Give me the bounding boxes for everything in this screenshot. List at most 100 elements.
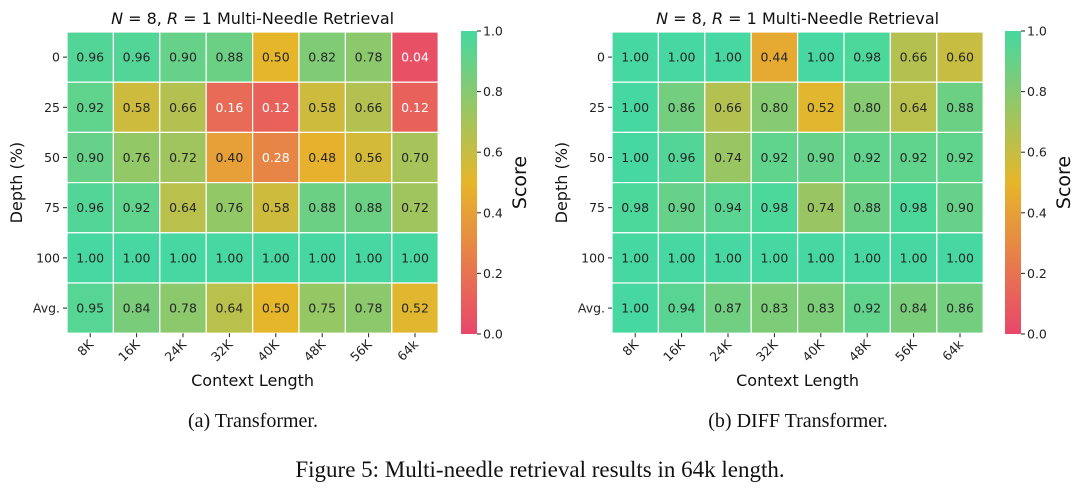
cell-value-label: 0.90 (807, 150, 835, 165)
heatmap-cell (391, 81, 439, 133)
heatmap-cell (252, 282, 300, 334)
colorbar-tick-label: 1.0 (483, 24, 503, 39)
heatmap-panel-b: N = 8, R = 1 Multi-Needle Retrieval 1.00 1… (552, 9, 1075, 432)
x-tick-label: 64k (394, 336, 422, 364)
cell-value-label: 0.86 (946, 301, 974, 316)
cell-value-label: 0.88 (215, 50, 243, 65)
cell-value-label: 0.90 (668, 200, 696, 215)
cell-value-label: 0.58 (123, 100, 151, 115)
cell-value-label: 0.90 (76, 150, 104, 165)
y-tick-label: 25 (589, 100, 605, 115)
heatmap-cell (611, 131, 660, 184)
cell-value-label: 1.00 (621, 100, 649, 115)
heatmap-cell (344, 182, 393, 234)
heatmap-cell (750, 131, 799, 184)
heatmap-cell (796, 282, 845, 334)
cell-value-label: 0.88 (308, 200, 336, 215)
chart-title: N = 8, R = 1 Multi-Needle Retrieval (656, 9, 939, 28)
cell-value-label: 0.50 (262, 50, 290, 65)
chart-title: N = 8, R = 1 Multi-Needle Retrieval (111, 9, 394, 28)
colorbar (1005, 31, 1021, 334)
heatmap-cell (889, 31, 938, 83)
y-axis-label: Depth (%) (7, 142, 26, 224)
cell-value-label: 0.92 (946, 150, 974, 165)
x-tick-label: 32K (753, 336, 781, 364)
y-tick-label: 50 (44, 150, 60, 165)
heatmap-cell (936, 81, 984, 133)
colorbar-tick-label: 0.4 (1027, 205, 1047, 220)
cell-value-label: 0.74 (807, 200, 835, 215)
cell-value-label: 0.98 (853, 50, 881, 65)
cell-value-label: 0.88 (355, 200, 383, 215)
cell-value-label: 0.78 (355, 301, 383, 316)
cell-value-label: 0.98 (900, 200, 928, 215)
x-tick-label: 48K (846, 336, 874, 364)
heatmap-cell (252, 131, 300, 184)
cell-value-label: 1.00 (807, 250, 835, 265)
heatmap-cell (936, 31, 984, 83)
x-tick-label: 40K (254, 336, 282, 364)
cell-value-label: 1.00 (401, 250, 429, 265)
heatmap-cell (889, 81, 938, 133)
cell-value-label: 0.70 (401, 150, 429, 165)
heatmap-cell (205, 81, 254, 133)
heatmap-cell (843, 182, 892, 234)
heatmap-cell (657, 81, 706, 133)
colorbar-label: Score (509, 156, 531, 209)
cell-value-label: 0.96 (76, 200, 104, 215)
heatmap-cell (796, 31, 845, 83)
heatmap-cell (159, 131, 207, 184)
cell-value-label: 0.16 (215, 100, 243, 115)
heatmap-cell (252, 232, 300, 284)
heatmap-cell (750, 182, 799, 234)
heatmap-cell (704, 182, 752, 234)
subfigure-caption: (a) Transformer. (188, 410, 318, 432)
cell-value-label: 1.00 (123, 250, 151, 265)
cell-value-label: 0.88 (853, 200, 881, 215)
cell-value-label: 1.00 (900, 250, 928, 265)
cell-value-label: 0.58 (262, 200, 290, 215)
cell-value-label: 0.66 (900, 50, 928, 65)
x-tick-label: 40K (799, 336, 827, 364)
cell-value-label: 0.76 (123, 150, 151, 165)
cell-value-label: 1.00 (621, 301, 649, 316)
y-tick-label: 0 (52, 50, 60, 65)
cell-value-label: 0.92 (76, 100, 104, 115)
heatmap-cell (298, 31, 347, 83)
cell-value-label: 0.58 (308, 100, 336, 115)
cell-value-label: 1.00 (262, 250, 290, 265)
heatmap-cell (205, 182, 254, 234)
x-tick-label: 48K (301, 336, 329, 364)
heatmap-cell (391, 131, 439, 184)
cell-value-label: 0.66 (355, 100, 383, 115)
cell-value-label: 0.92 (760, 150, 788, 165)
colorbar-tick-label: 0.0 (1027, 327, 1047, 342)
cell-value-label: 1.00 (714, 50, 742, 65)
cell-value-label: 0.90 (169, 50, 197, 65)
cell-value-label: 0.64 (215, 301, 243, 316)
x-tick-label: 16K (660, 336, 688, 364)
cell-value-label: 1.00 (355, 250, 383, 265)
cell-value-label: 0.88 (946, 100, 974, 115)
cell-value-label: 0.90 (946, 200, 974, 215)
heatmap-cell (298, 282, 347, 334)
cell-value-label: 0.12 (262, 100, 290, 115)
heatmap-cell (298, 81, 347, 133)
cell-value-label: 0.72 (169, 150, 197, 165)
title-part: N (111, 9, 123, 28)
x-tick-label: 24K (706, 336, 734, 364)
cell-value-label: 0.78 (169, 301, 197, 316)
x-tick-label: 8K (619, 336, 642, 359)
cell-value-label: 1.00 (668, 250, 696, 265)
cell-value-label: 0.86 (668, 100, 696, 115)
heatmap-cell (889, 182, 938, 234)
cell-value-label: 1.00 (76, 250, 104, 265)
y-tick-label: 100 (36, 250, 60, 265)
heatmap-cell (391, 31, 439, 83)
title-part: = 1 Multi-Needle Retrieval (178, 9, 394, 28)
cell-value-label: 0.82 (308, 50, 336, 65)
cell-value-label: 1.00 (215, 250, 243, 265)
heatmap-cell (611, 232, 660, 284)
colorbar-tick-label: 0.2 (483, 266, 503, 281)
cell-value-label: 0.56 (355, 150, 383, 165)
